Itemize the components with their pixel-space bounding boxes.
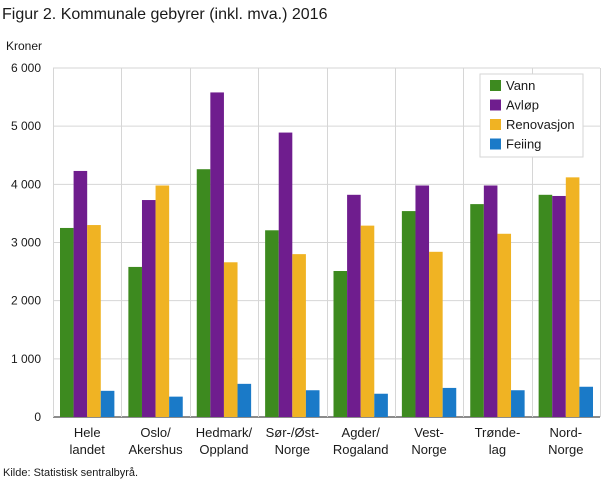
bar-avl-p-6 xyxy=(483,185,498,417)
y-axis-label: Kroner xyxy=(6,39,42,53)
bar-renovasjon-2 xyxy=(223,262,238,417)
bar-vann-6 xyxy=(470,204,484,417)
bar-vann-4 xyxy=(333,271,348,417)
bar-avl-p-4 xyxy=(347,194,361,417)
x-tick-label: Oppland xyxy=(199,442,248,457)
bar-vann-1 xyxy=(128,266,142,417)
bar-vann-0 xyxy=(60,227,74,417)
legend-swatch xyxy=(490,99,501,111)
chart-title: Figur 2. Kommunale gebyrer (inkl. mva.) … xyxy=(2,6,328,23)
legend-label: Vann xyxy=(506,78,535,93)
bar-vann-3 xyxy=(265,230,279,417)
x-tick-label: Rogaland xyxy=(333,442,389,457)
y-axis-tick-labels: 0 1 000 2 000 3 000 4 000 5 000 6 000 xyxy=(11,61,41,424)
bar-avl-p-2 xyxy=(210,92,224,418)
bar-feiing-1 xyxy=(169,396,183,417)
legend-label: Avløp xyxy=(506,98,539,113)
bar-feiing-4 xyxy=(374,393,388,417)
x-tick-label: Norge xyxy=(411,442,446,457)
bar-renovasjon-4 xyxy=(360,225,375,417)
bar-feiing-3 xyxy=(305,390,320,417)
bar-renovasjon-5 xyxy=(429,251,443,417)
bar-renovasjon-3 xyxy=(292,254,306,417)
y-tick-label: 6 000 xyxy=(11,61,41,75)
bar-avl-p-7 xyxy=(552,195,566,417)
x-tick-label: Sør-/Øst- xyxy=(266,425,319,440)
legend-swatch xyxy=(490,138,501,150)
bar-feiing-0 xyxy=(100,390,115,417)
legend-swatch xyxy=(490,119,501,130)
bar-vann-7 xyxy=(538,194,553,417)
bar-avl-p-1 xyxy=(141,200,156,417)
bar-vann-2 xyxy=(196,169,211,417)
bar-avl-p-5 xyxy=(415,185,430,417)
bar-feiing-6 xyxy=(511,390,525,417)
bar-renovasjon-6 xyxy=(497,233,512,417)
x-tick-label: Nord- xyxy=(550,425,583,440)
x-tick-label: Vest- xyxy=(414,425,444,440)
bar-avl-p-0 xyxy=(73,170,88,417)
y-tick-label: 5 000 xyxy=(11,119,41,133)
x-tick-label: Agder/ xyxy=(342,425,381,440)
legend-label: Renovasjon xyxy=(506,117,575,132)
bar-feiing-2 xyxy=(237,383,252,417)
source-note: Kilde: Statistisk sentralbyrå. xyxy=(3,467,139,479)
x-tick-label: Akershus xyxy=(128,442,183,457)
x-tick-label: Hedmark/ xyxy=(196,425,253,440)
bar-renovasjon-0 xyxy=(87,225,101,417)
x-tick-label: lag xyxy=(489,442,506,457)
bars xyxy=(60,92,593,418)
y-tick-label: 2 000 xyxy=(11,294,41,308)
x-tick-label: Hele xyxy=(74,425,101,440)
y-tick-label: 4 000 xyxy=(11,177,41,191)
x-axis-tick-labels: Hele landet Oslo/Akershus Hedmark/Oppland Sø… xyxy=(69,425,583,457)
y-tick-label: 3 000 xyxy=(11,236,41,250)
legend-swatch xyxy=(490,80,501,91)
y-tick-label: 1 000 xyxy=(11,352,41,366)
legend-label: Feiing xyxy=(506,137,541,152)
y-tick-label: 0 xyxy=(34,410,41,424)
x-tick-label: Trønde- xyxy=(475,425,521,440)
x-tick-label: Oslo/ xyxy=(140,425,171,440)
bar-avl-p-3 xyxy=(278,132,293,417)
x-tick-label: Norge xyxy=(548,442,583,457)
bar-feiing-5 xyxy=(442,387,457,417)
bar-renovasjon-7 xyxy=(565,177,580,417)
x-tick-label: Norge xyxy=(275,442,310,457)
bar-renovasjon-1 xyxy=(155,185,170,417)
legend: Vann Avløp Renovasjon Feiing xyxy=(479,73,584,158)
x-tick-label: landet xyxy=(69,442,105,457)
bar-vann-5 xyxy=(401,211,416,417)
bar-feiing-7 xyxy=(579,386,593,417)
